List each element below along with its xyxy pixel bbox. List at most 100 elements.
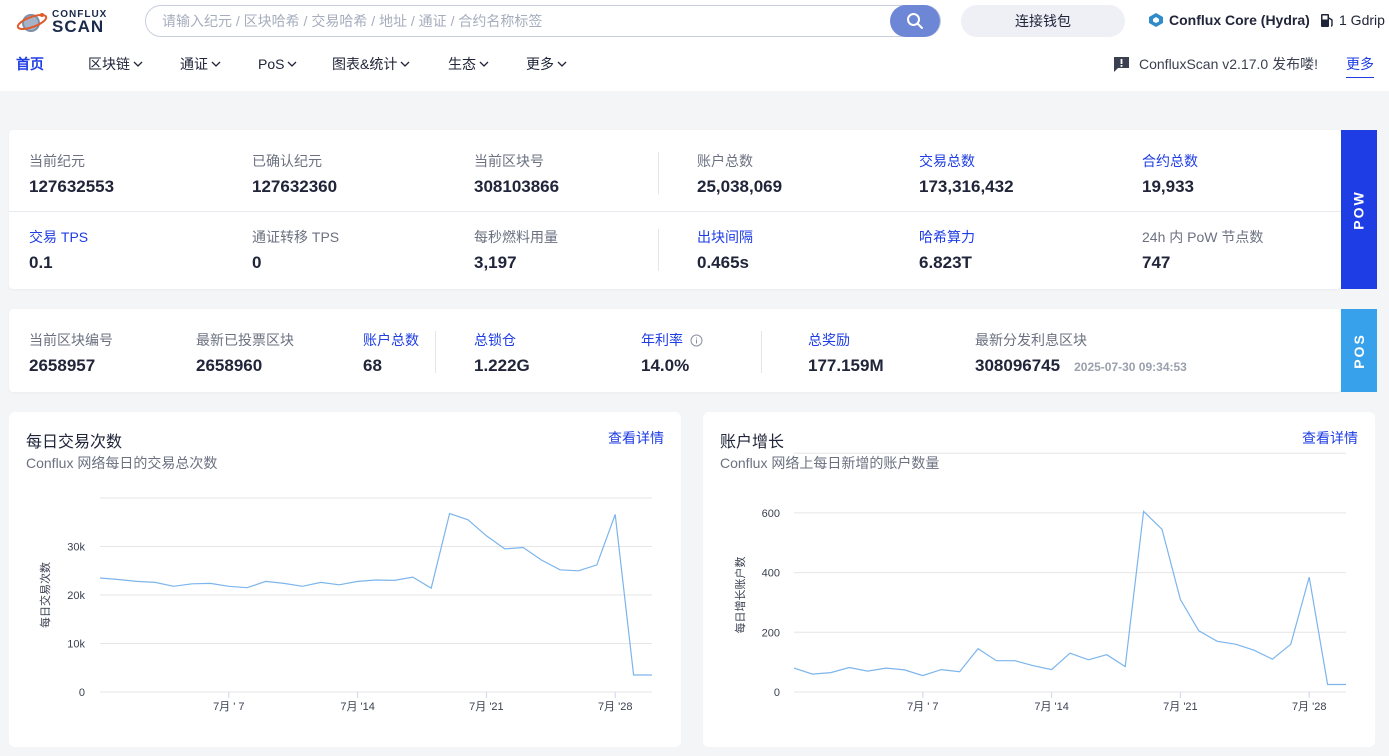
stat-label[interactable]: 年利率 [641, 330, 703, 350]
nav-more[interactable]: 更多 [526, 54, 567, 74]
nav-ecosystem[interactable]: 生态 [448, 54, 526, 74]
divider [761, 331, 762, 373]
conflux-scan-logo[interactable]: CONFLUX SCAN [16, 8, 122, 36]
stat-label[interactable]: 总锁仓 [474, 332, 516, 348]
y-tick-label: 20k [67, 590, 85, 602]
x-tick-label: 7月 ' 7 [907, 701, 938, 713]
account-growth-chart[interactable]: 0 200 400 600 每日增长账户数 7月 ' 7 7月 '14 7月 '21 7月 '2… [703, 412, 1375, 747]
y-tick-label: 200 [762, 627, 780, 639]
announcement[interactable]: ConfluxScan v2.17.0 发布喽! [1113, 54, 1318, 74]
chevron-down-icon [211, 61, 221, 67]
stat-value: 127632553 [29, 177, 115, 196]
stat-pos-total-rewards[interactable]: 总奖励 177.159M [808, 330, 884, 376]
stat-value: 747 [1142, 253, 1171, 272]
y-tick-label: 600 [762, 508, 780, 520]
info-icon[interactable] [690, 334, 703, 347]
account-growth-card: 账户增长 Conflux 网络上每日新增的账户数量 查看详情 0 200 400 60… [703, 412, 1375, 747]
nav-charts[interactable]: 图表&统计 [332, 54, 448, 74]
stat-value: 127632360 [252, 177, 338, 196]
stat-label: 已确认纪元 [252, 153, 322, 169]
nav-tokens[interactable]: 通证 [180, 54, 258, 74]
stat-pos-block-number: 当前区块编号 2658957 [29, 330, 113, 376]
stat-tx-tps[interactable]: 交易 TPS 0.1 [29, 227, 88, 273]
apy-label: 年利率 [641, 332, 683, 348]
reward-block-value[interactable]: 308096745 [975, 356, 1061, 375]
y-tick-label: 0 [79, 687, 85, 699]
stat-label: 最新已投票区块 [196, 332, 294, 348]
nav-label: 生态 [448, 56, 476, 72]
logo-text-top: CONFLUX [52, 8, 108, 20]
stat-label[interactable]: 账户总数 [363, 332, 419, 348]
stat-value: 308103866 [474, 177, 560, 196]
stat-total-contracts[interactable]: 合约总数 19,933 [1142, 151, 1198, 197]
stat-value: 2658957 [29, 356, 96, 375]
search-input[interactable] [162, 6, 882, 36]
announcement-more-link[interactable]: 更多 [1346, 54, 1374, 78]
divider [9, 211, 1341, 212]
stat-label[interactable]: 哈希算力 [919, 229, 975, 245]
nav-pos[interactable]: PoS [258, 56, 332, 72]
stat-value: 173,316,432 [919, 177, 1014, 196]
gas-pump-icon [1321, 14, 1333, 27]
stat-label[interactable]: 出块间隔 [697, 229, 753, 245]
nav-blockchain[interactable]: 区块链 [88, 54, 180, 74]
stat-current-block: 当前区块号 308103866 [474, 151, 559, 197]
pow-stats-panel: 当前纪元 127632553 已确认纪元 127632360 当前区块号 308… [9, 130, 1341, 289]
announcement-icon [1114, 56, 1129, 72]
nav-label: 区块链 [88, 56, 130, 72]
stat-label[interactable]: 合约总数 [1142, 153, 1198, 169]
stat-gas-per-second: 每秒燃料用量 3,197 [474, 227, 558, 273]
stat-value: 3,197 [474, 253, 517, 272]
stat-hash-rate[interactable]: 哈希算力 6.823T [919, 227, 975, 273]
stat-label[interactable]: 交易 TPS [29, 229, 89, 245]
pow-tab[interactable]: POW [1341, 130, 1377, 289]
network-selector[interactable]: Conflux Core (Hydra) [1148, 12, 1310, 28]
stat-label: 通证转移 TPS [252, 229, 340, 245]
view-details-link[interactable]: 查看详情 [1302, 430, 1358, 446]
x-tick-label: 7月 '28 [598, 701, 633, 713]
x-tick-label: 7月 '21 [1163, 701, 1198, 713]
stat-total-accounts: 账户总数 25,038,069 [697, 151, 782, 197]
card-subtitle: Conflux 网络每日的交易总次数 [26, 455, 218, 471]
x-tick-label: 7月 ' 7 [213, 701, 244, 713]
stat-value: 177.159M [808, 356, 884, 375]
gas-price[interactable]: 1 Gdrip [1320, 12, 1385, 28]
stat-label: 当前区块编号 [29, 332, 113, 348]
y-axis-label: 每日增长账户数 [733, 557, 747, 634]
stat-token-transfer-tps: 通证转移 TPS 0 [252, 227, 339, 273]
stat-value: 2658960 [196, 356, 263, 375]
nav-label: 首页 [16, 56, 44, 72]
daily-transactions-chart[interactable]: 0 10k 20k 30k 每日交易次数 7月 ' 7 7月 '14 7月 '21 7月 '28 [9, 412, 681, 747]
chevron-down-icon [557, 61, 567, 67]
x-tick-label: 7月 '14 [1034, 701, 1069, 713]
stat-pos-latest-reward-block: 最新分发利息区块 308096745 2025-07-30 09:34:53 [975, 330, 1187, 376]
stat-value: 68 [363, 356, 382, 375]
y-axis-label: 每日交易次数 [38, 562, 52, 628]
stat-label[interactable]: 交易总数 [919, 153, 975, 169]
stat-pos-accounts[interactable]: 账户总数 68 [363, 330, 419, 376]
announcement-text: ConfluxScan v2.17.0 发布喽! [1139, 56, 1318, 72]
stat-total-transactions[interactable]: 交易总数 173,316,432 [919, 151, 1014, 197]
stat-pos-total-locked[interactable]: 总锁仓 1.222G [474, 330, 530, 376]
divider [658, 229, 659, 271]
stat-pos-apy[interactable]: 年利率 14.0% [641, 330, 703, 376]
connect-wallet-button[interactable]: 连接钱包 [961, 5, 1125, 37]
search-icon [907, 13, 923, 29]
chevron-down-icon [133, 61, 143, 67]
pow-tab-label: POW [1351, 189, 1368, 230]
stat-block-interval[interactable]: 出块间隔 0.465s [697, 227, 753, 273]
pos-tab[interactable]: POS [1341, 309, 1377, 392]
stat-value: 0.1 [29, 253, 53, 272]
stat-value: 0.465s [697, 253, 749, 272]
logo-text-bottom: SCAN [52, 16, 105, 36]
view-details-link[interactable]: 查看详情 [608, 430, 664, 446]
stat-value: 6.823T [919, 253, 972, 272]
search-button[interactable] [890, 5, 940, 37]
series-line [793, 510, 1346, 686]
stat-label[interactable]: 总奖励 [808, 332, 850, 348]
divider [658, 152, 659, 194]
card-title: 每日交易次数 [26, 434, 123, 451]
stat-value: 14.0% [641, 356, 690, 375]
nav-home[interactable]: 首页 [16, 54, 88, 74]
gas-label: 1 Gdrip [1339, 12, 1385, 28]
